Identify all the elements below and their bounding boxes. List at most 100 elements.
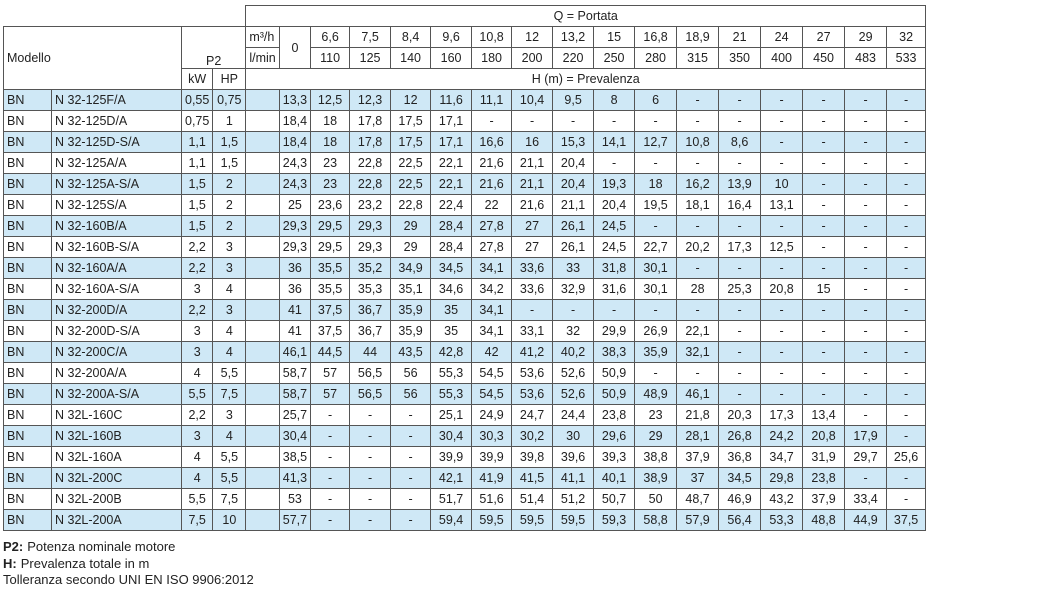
- head-value: 26,8: [718, 425, 762, 447]
- head-value: -: [886, 320, 927, 342]
- hp: 3: [212, 404, 247, 426]
- head-value: -: [634, 110, 678, 132]
- head-value: 18,1: [676, 194, 720, 216]
- head-value: 16: [511, 131, 554, 153]
- flow-lmin: 533: [886, 47, 927, 69]
- head-value: 8,6: [718, 131, 762, 153]
- data-row: BN N 32L-200C 4 5,5 41,3- - -42,1 41,9 41,5 41,1 4…: [3, 467, 927, 489]
- head-value: 30,2: [511, 425, 554, 447]
- head-value: 25,7: [278, 404, 312, 426]
- head-value: -: [886, 278, 927, 300]
- flow-lmin: 250: [593, 47, 636, 69]
- head-value: -: [471, 110, 513, 132]
- head-value: -: [676, 110, 720, 132]
- head-value: 39,6: [552, 446, 595, 468]
- kw: 7,5: [180, 509, 214, 531]
- model: N 32L-200C: [51, 467, 182, 489]
- head-value: 48,7: [676, 488, 720, 510]
- head-value: -: [718, 299, 762, 321]
- head-value: 51,2: [552, 488, 595, 510]
- head-value: -: [310, 488, 351, 510]
- head-value: 37,9: [676, 446, 720, 468]
- head-value: -: [552, 299, 595, 321]
- head-value: 23: [310, 152, 351, 174]
- head-value: 29: [390, 215, 432, 237]
- head-value: -: [634, 362, 678, 384]
- model: N 32-160B-S/A: [51, 236, 182, 258]
- blank-cell: [245, 509, 280, 531]
- head-value: 34,1: [471, 299, 513, 321]
- flow-unit: m³/h: [245, 26, 280, 48]
- head-value: 31,9: [802, 446, 846, 468]
- note: P2: Potenza nominale motore: [3, 539, 254, 556]
- head-value: -: [802, 89, 846, 111]
- head-value: -: [802, 341, 846, 363]
- data-row: BN N 32-125F/A 0,55 0,75 13,3 12,5 12,3 12 11,6 1…: [3, 89, 927, 111]
- head-value: 23: [634, 404, 678, 426]
- head-value: -: [844, 341, 888, 363]
- head-value: 22,4: [430, 194, 473, 216]
- head-value: 34,2: [471, 278, 513, 300]
- head-value: 57: [310, 383, 351, 405]
- head-value: 29,6: [593, 425, 636, 447]
- head-value: -: [760, 152, 804, 174]
- head-value: 25: [278, 194, 312, 216]
- head-value: 21,6: [471, 173, 513, 195]
- head-value: 56: [390, 383, 432, 405]
- flow-lmin: 450: [802, 47, 846, 69]
- head-value: -: [349, 467, 392, 489]
- head-value: 52,6: [552, 362, 595, 384]
- head-value: 24,5: [593, 215, 636, 237]
- head-value: 12: [390, 89, 432, 111]
- head-value: 39,9: [471, 446, 513, 468]
- series: BN: [3, 467, 52, 489]
- hp: 4: [212, 320, 247, 342]
- head-value: 22: [471, 194, 513, 216]
- head-value: -: [886, 404, 927, 426]
- head-value: -: [310, 509, 351, 531]
- blank-cell: [245, 110, 280, 132]
- head-value: 30: [552, 425, 595, 447]
- head-value: 33,6: [511, 278, 554, 300]
- hp: 1,5: [212, 152, 247, 174]
- header-row: l/min 110 125 140 160 180 200 220 250 280 315 350 4…: [4, 47, 927, 69]
- head-value: 13,1: [760, 194, 804, 216]
- head-value: -: [718, 257, 762, 279]
- hp: 2: [212, 194, 247, 216]
- head-value: -: [676, 89, 720, 111]
- head-value: -: [634, 215, 678, 237]
- hp-label: HP: [212, 68, 247, 90]
- flow-lmin: 483: [844, 47, 888, 69]
- head-value: -: [844, 320, 888, 342]
- model: N 32-125F/A: [51, 89, 182, 111]
- kw: 0,55: [180, 89, 214, 111]
- head-value: 24,3: [278, 173, 312, 195]
- head-value: 20,8: [802, 425, 846, 447]
- head-value: 39,3: [593, 446, 636, 468]
- head-value: 24,3: [278, 152, 312, 174]
- head-value: -: [886, 467, 927, 489]
- series: BN: [3, 152, 52, 174]
- series: BN: [3, 278, 52, 300]
- blank-cell: [3, 5, 247, 27]
- head-value: 52,6: [552, 383, 595, 405]
- head-value: -: [718, 215, 762, 237]
- blank-cell: [245, 278, 280, 300]
- kw: 1,5: [180, 173, 214, 195]
- blank-cell: [245, 194, 280, 216]
- series: BN: [3, 236, 52, 258]
- head-value: 23: [310, 173, 351, 195]
- flow-m3h: 18,9: [676, 26, 720, 48]
- model: N 32-200A/A: [51, 362, 182, 384]
- head-value: 23,2: [349, 194, 392, 216]
- head-value: 34,5: [430, 257, 473, 279]
- head-value: 51,6: [471, 488, 513, 510]
- blank-cell: [245, 488, 280, 510]
- head-value: 25,3: [718, 278, 762, 300]
- kw: 1,1: [180, 131, 214, 153]
- table-body: Q = Portata Modello P2 m³/h 0 6,6 7,5 8,4 9,…: [3, 5, 927, 531]
- head-value: 51,7: [430, 488, 473, 510]
- head-value: 33,4: [844, 488, 888, 510]
- head-value: 17,1: [430, 131, 473, 153]
- head-value: -: [802, 152, 846, 174]
